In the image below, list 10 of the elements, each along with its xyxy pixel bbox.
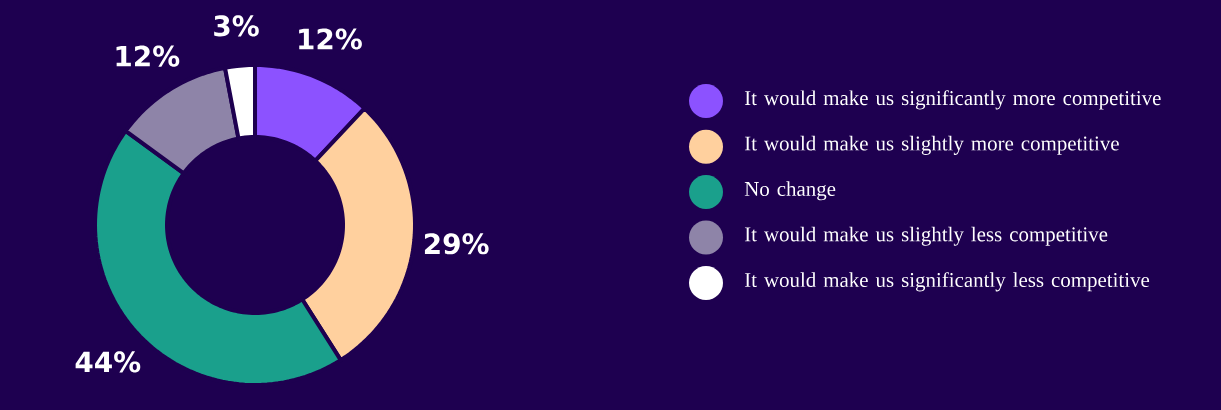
data-label: 3% — [214, 15, 259, 37]
legend-label: It would make us significantly more competitive — [744, 90, 1161, 110]
legend-label: It would make us slightly more competitive — [744, 135, 1119, 155]
legend-label: No change — [744, 181, 836, 201]
legend-label: It would make us slightly less competitive — [744, 226, 1108, 246]
data-label: 12% — [116, 45, 180, 67]
data-label: 29% — [424, 233, 489, 255]
legend-label: It would make us significantly less competitive — [744, 272, 1150, 292]
data-label: 12% — [299, 28, 362, 50]
data-label: 44% — [75, 351, 141, 373]
